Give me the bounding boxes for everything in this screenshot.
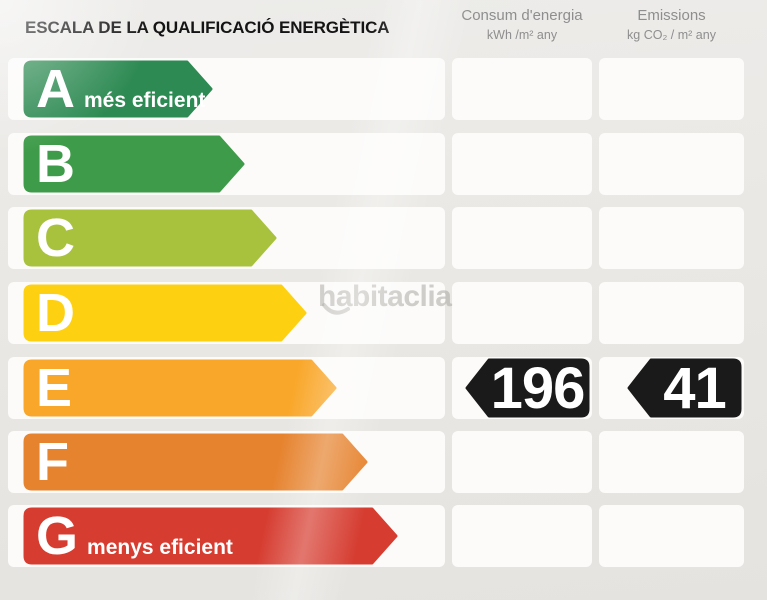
rating-letter-g: G — [36, 506, 79, 566]
scale-row-e: E — [8, 357, 445, 419]
rating-note-a: més eficient — [84, 89, 206, 112]
emissions-value-arrow: 41 — [627, 355, 742, 421]
rating-arrow-e-shape — [23, 359, 337, 417]
consumption-units: kWh /m² any — [486, 28, 558, 42]
consumption-cell-d — [452, 282, 592, 344]
emissions-cell-d — [599, 282, 744, 344]
page-title: ESCALA DE LA QUALIFICACIÓ ENERGÈTICA — [25, 18, 390, 37]
emissions-cell-f — [599, 431, 744, 493]
rating-arrow-d-shape — [23, 284, 307, 342]
scale-row-b: B — [8, 133, 445, 195]
emissions-value-arrow-shape — [627, 358, 742, 418]
consumption-cell-g — [452, 505, 592, 567]
rating-arrow-c-shape — [23, 209, 277, 267]
scale-row-f: F — [8, 431, 445, 493]
rating-arrow-b-label: B — [36, 137, 75, 191]
rating-letter-a: A — [36, 59, 75, 119]
consumption-cell-e: 196 — [452, 355, 592, 421]
consumption-column-header: Consum d'energia kWh /m² any — [452, 7, 592, 42]
scale-row-c: C — [8, 207, 445, 269]
rating-arrow-c: C — [23, 209, 277, 267]
consumption-value-arrow-text: 196 — [490, 355, 586, 421]
rating-arrow-e: E — [23, 359, 337, 417]
consumption-cell-a — [452, 58, 592, 120]
consumption-cell-f — [452, 431, 592, 493]
emissions-label: Emissions — [637, 7, 706, 24]
emissions-cell-a — [599, 58, 744, 120]
rating-letter-d: D — [36, 283, 75, 343]
consumption-value-arrow: 196 — [465, 355, 590, 421]
rating-arrow-a-shape — [23, 60, 213, 118]
rating-letter-c: C — [36, 208, 75, 268]
rating-arrow-b: B — [23, 135, 245, 193]
rating-arrow-f-label: F — [36, 435, 69, 489]
emissions-cell-e: 41 — [599, 355, 744, 421]
emissions-cell-b — [599, 133, 744, 195]
consumption-cell-b — [452, 133, 592, 195]
rating-arrow-b-shape — [23, 135, 245, 193]
rating-arrow-d: D — [23, 284, 307, 342]
consumption-label: Consum d'energia — [461, 7, 583, 24]
emissions-column-header: Emissions kg CO₂ / m² any — [599, 7, 744, 42]
rating-letter-e: E — [36, 358, 73, 418]
emissions-cell-g — [599, 505, 744, 567]
watermark-smile-icon — [322, 303, 350, 315]
scale-row-d: D — [8, 282, 445, 344]
emissions-units: kg CO₂ / m² any — [627, 28, 716, 42]
rating-note-g: menys eficient — [87, 536, 233, 559]
rating-letter-f: F — [36, 432, 69, 492]
rating-arrow-e-label: E — [36, 361, 72, 415]
rating-arrow-d-label: D — [36, 286, 75, 340]
rating-arrow-f: F — [23, 433, 368, 491]
emissions-value-arrow-text: 41 — [663, 355, 727, 421]
consumption-value-arrow-shape — [465, 358, 590, 418]
watermark: habitaclia — [318, 280, 452, 313]
rating-arrow-c-label: C — [36, 211, 75, 265]
emissions-cell-c — [599, 207, 744, 269]
rating-arrow-g-shape — [23, 507, 398, 565]
rating-letter-b: B — [36, 134, 75, 194]
consumption-cell-c — [452, 207, 592, 269]
rating-arrow-f-shape — [23, 433, 368, 491]
